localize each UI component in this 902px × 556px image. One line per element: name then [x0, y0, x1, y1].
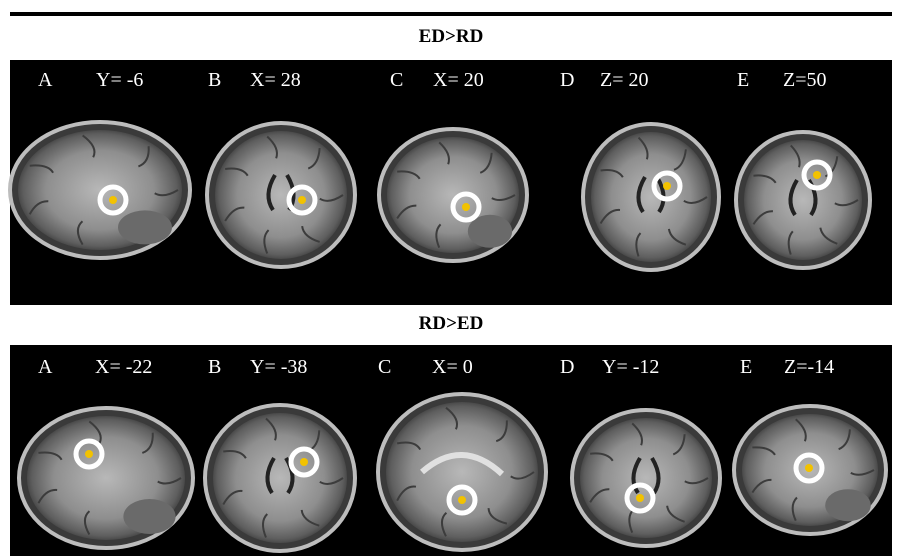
brain — [213, 413, 347, 543]
brain-image — [19, 408, 193, 548]
panel-coordinate: X= 20 — [433, 69, 484, 91]
activation — [109, 196, 117, 204]
panel-letter: E — [740, 356, 752, 378]
figure: ED>RD A Y= -6 B X= 28 C X= 20 D Z= 20 E Z=50 RD>ED A… — [0, 0, 902, 556]
panel-coordinate: Y= -6 — [96, 69, 143, 91]
cerebellum — [825, 489, 871, 521]
panel-coordinate: X= 28 — [250, 69, 301, 91]
cerebellum — [118, 210, 172, 244]
panel-coordinate: Y= -12 — [602, 356, 659, 378]
activation — [636, 494, 644, 502]
brain-image — [10, 122, 190, 258]
brain-image — [572, 410, 720, 546]
top-rule — [10, 12, 892, 16]
brain-image — [379, 129, 527, 261]
panel-coordinate: X= -22 — [95, 356, 152, 378]
panel-coordinate: Z=50 — [783, 69, 827, 91]
brain-image — [734, 406, 886, 534]
panel-letter: A — [38, 69, 53, 91]
section-title: ED>RD — [419, 26, 484, 47]
activation — [813, 171, 821, 179]
activation — [663, 182, 671, 190]
activation — [462, 203, 470, 211]
panel-letter: D — [560, 69, 574, 91]
brain-image — [378, 394, 546, 550]
brain-image — [207, 123, 355, 267]
brain-image — [205, 405, 355, 551]
activation — [85, 450, 93, 458]
brain — [215, 131, 347, 259]
brain — [744, 140, 862, 260]
panel-letter: C — [378, 356, 391, 378]
panel-letter: B — [208, 69, 221, 91]
activation — [458, 496, 466, 504]
brain-image — [736, 132, 870, 268]
activation — [805, 464, 813, 472]
cerebellum — [123, 499, 175, 534]
panel-letter: D — [560, 356, 574, 378]
panel-letter: A — [38, 356, 53, 378]
section-title: RD>ED — [419, 313, 484, 334]
panel-coordinate: Z= 20 — [600, 69, 649, 91]
panel-letter: C — [390, 69, 403, 91]
panel-coordinate: Y= -38 — [250, 356, 307, 378]
panel-letter: B — [208, 356, 221, 378]
activation — [298, 196, 306, 204]
brain — [386, 402, 538, 542]
brain — [591, 132, 711, 262]
activation — [300, 458, 308, 466]
brain — [580, 418, 712, 538]
panel-coordinate: Z=-14 — [784, 356, 834, 378]
panel-coordinate: X= 0 — [432, 356, 473, 378]
panel-letter: E — [737, 69, 749, 91]
brain-image — [583, 124, 719, 270]
